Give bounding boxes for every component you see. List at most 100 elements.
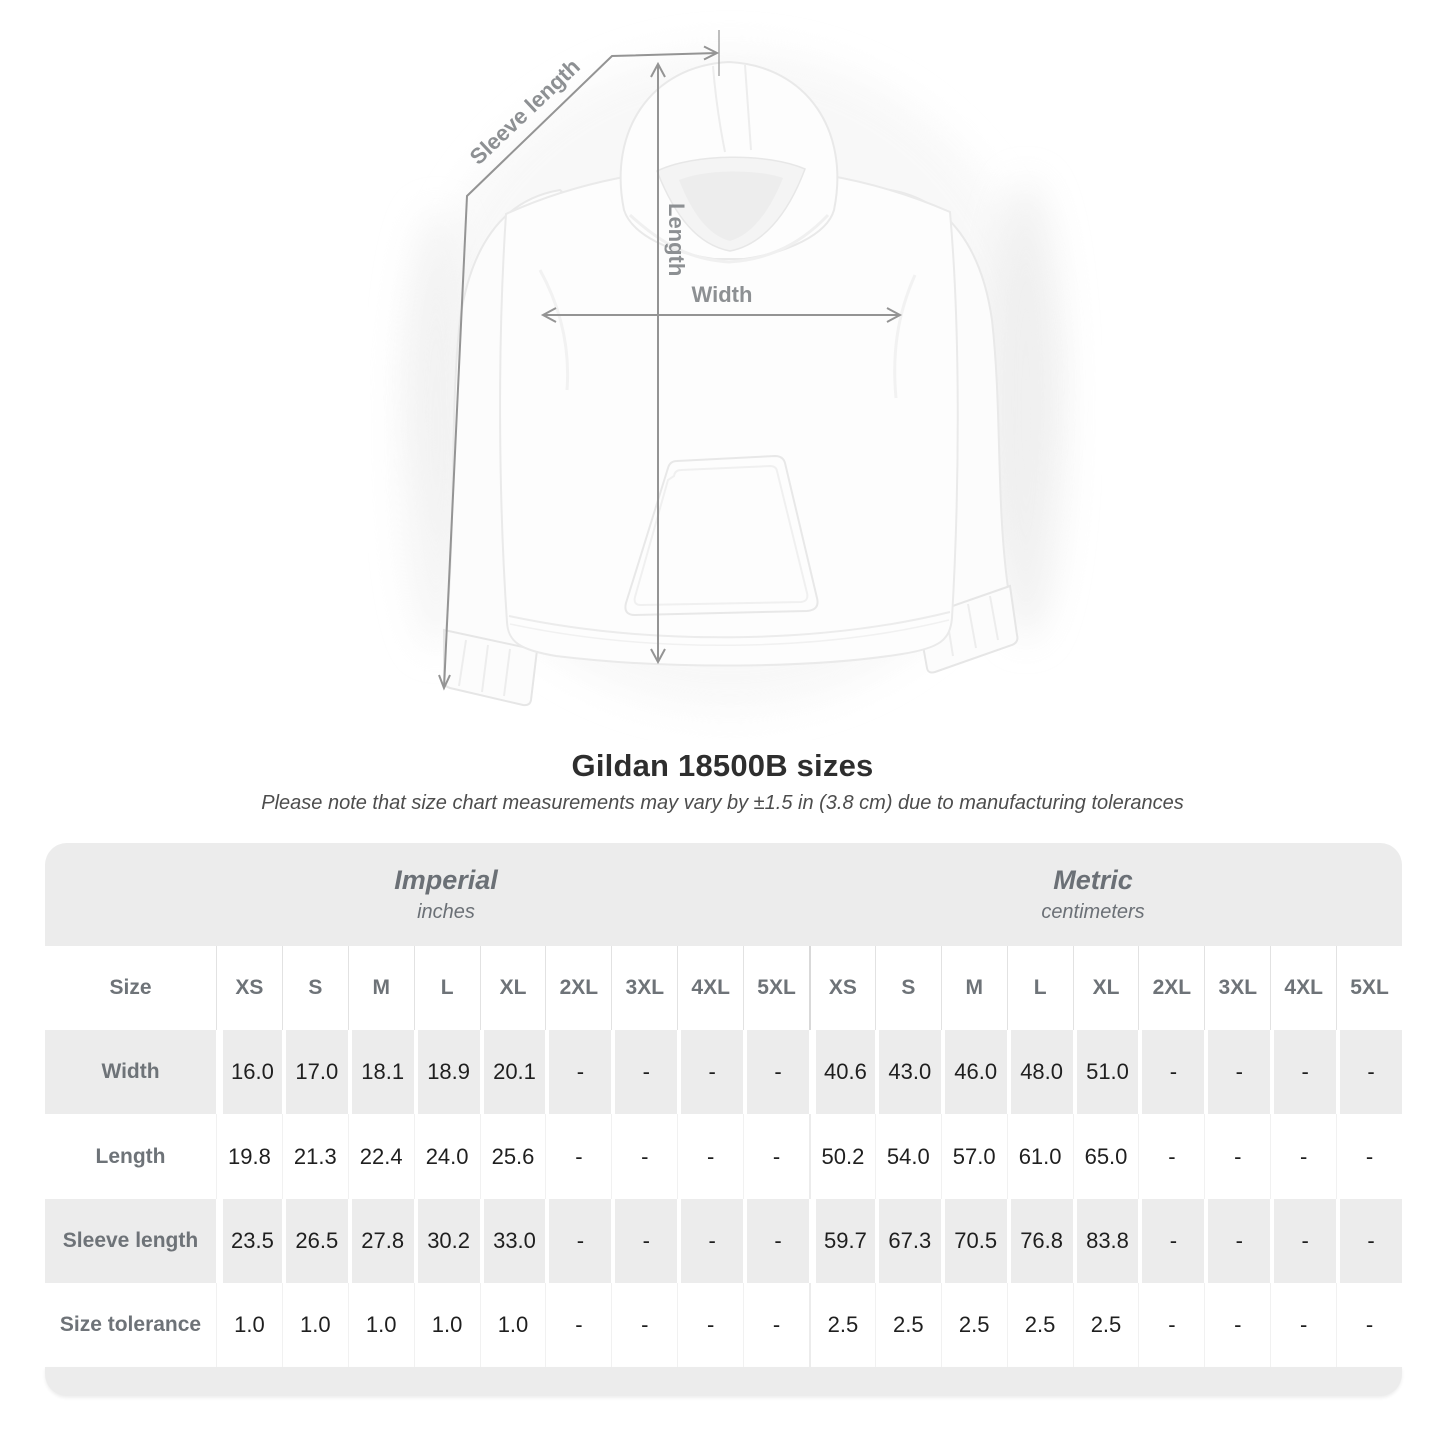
hoodie-measurement-diagram: Sleeve length Length Width (402, 30, 1064, 710)
table-row-sleeve-length: Sleeve length 23.5 26.5 27.8 30.2 33.0 -… (45, 1199, 1402, 1283)
table-cell: - (1270, 1030, 1336, 1114)
size-header-imperial-5xl: 5XL (743, 946, 809, 1030)
table-cell: 1.0 (347, 1283, 414, 1367)
table-cell: - (611, 1114, 677, 1199)
table-cell: 1.0 (479, 1283, 546, 1367)
table-cell: 22.4 (347, 1114, 414, 1199)
table-row-length: Length 19.8 21.3 22.4 24.0 25.6 - - - - … (45, 1114, 1402, 1199)
table-cell: - (743, 1030, 809, 1114)
table-cell: 59.7 (808, 1199, 875, 1283)
size-header-imperial-m: M (347, 946, 414, 1030)
table-cell: 40.6 (808, 1030, 875, 1114)
table-cell: 2.5 (940, 1283, 1007, 1367)
width-measure-label: Width (692, 282, 753, 307)
length-measure-arrow (650, 61, 666, 665)
size-chart-table: Imperial inches Metric centimeters Size … (45, 843, 1402, 1396)
length-measure-label: Length (664, 203, 689, 276)
table-cell: 54.0 (874, 1114, 941, 1199)
imperial-section-header: Imperial inches (394, 843, 498, 946)
table-cell: 76.8 (1006, 1199, 1073, 1283)
sleeve-length-measure-arrow (438, 45, 720, 691)
table-cell: 19.8 (216, 1114, 282, 1199)
table-cell: 1.0 (281, 1283, 348, 1367)
table-cell: 61.0 (1006, 1114, 1073, 1199)
table-cell: - (545, 1199, 611, 1283)
table-cell: - (677, 1199, 743, 1283)
row-label: Sleeve length (62, 1229, 199, 1252)
table-cell: 20.1 (479, 1030, 546, 1114)
table-cell: - (1204, 1283, 1270, 1367)
table-row-size-tolerance: Size tolerance 1.0 1.0 1.0 1.0 1.0 - - -… (45, 1283, 1402, 1367)
table-cell: - (545, 1283, 611, 1367)
imperial-label: Imperial (394, 865, 498, 895)
table-cell: - (677, 1283, 743, 1367)
table-cell: 48.0 (1006, 1030, 1073, 1114)
row-label: Width (101, 1060, 160, 1083)
size-header-imperial-xs: XS (216, 946, 282, 1030)
size-header-metric-3xl: 3XL (1204, 946, 1270, 1030)
size-column-header: Size (109, 976, 152, 999)
table-cell: 83.8 (1072, 1199, 1139, 1283)
table-cell: 26.5 (281, 1199, 348, 1283)
table-cell: - (1138, 1283, 1204, 1367)
table-cell: 2.5 (808, 1283, 875, 1367)
kangaroo-pocket (624, 454, 819, 617)
table-cell: - (743, 1283, 809, 1367)
table-cell: - (1336, 1199, 1402, 1283)
table-cell: - (1336, 1030, 1402, 1114)
table-row-width: Width 16.0 17.0 18.1 18.9 20.1 - - - - 4… (45, 1030, 1402, 1114)
table-cell: 25.6 (479, 1114, 546, 1199)
row-label: Size tolerance (59, 1313, 202, 1336)
table-footer-strip (45, 1367, 1402, 1396)
table-cell: 23.5 (216, 1199, 282, 1283)
table-cell: 65.0 (1072, 1114, 1139, 1199)
table-cell: - (1138, 1030, 1204, 1114)
table-cell: - (611, 1283, 677, 1367)
metric-section-header: Metric centimeters (1041, 843, 1144, 946)
table-cell: 2.5 (1072, 1283, 1139, 1367)
table-cell: 51.0 (1072, 1030, 1139, 1114)
size-header-row: Size XS S M L XL 2XL 3XL 4XL 5XL XS S M … (45, 946, 1402, 1030)
row-label: Length (95, 1144, 166, 1168)
metric-label: Metric (1053, 865, 1133, 895)
size-header-imperial-l: L (413, 946, 480, 1030)
table-cell: - (611, 1199, 677, 1283)
table-cell: 33.0 (479, 1199, 546, 1283)
size-header-imperial-4xl: 4XL (677, 946, 743, 1030)
table-cell: 1.0 (216, 1283, 282, 1367)
size-header-metric-4xl: 4XL (1270, 946, 1336, 1030)
table-cell: - (1138, 1114, 1204, 1199)
table-cell: - (743, 1199, 809, 1283)
table-cell: 70.5 (940, 1199, 1007, 1283)
size-header-metric-xl: XL (1072, 946, 1139, 1030)
table-cell: 2.5 (874, 1283, 941, 1367)
unit-section-header: Imperial inches Metric centimeters (45, 843, 1402, 946)
table-cell: 21.3 (281, 1114, 348, 1199)
table-cell: - (545, 1030, 611, 1114)
table-cell: 27.8 (347, 1199, 414, 1283)
table-cell: 30.2 (413, 1199, 480, 1283)
table-cell: 1.0 (413, 1283, 480, 1367)
table-cell: - (1336, 1283, 1402, 1367)
table-cell: - (677, 1114, 743, 1199)
table-cell: 16.0 (216, 1030, 282, 1114)
table-cell: - (1270, 1283, 1336, 1367)
table-cell: 43.0 (874, 1030, 941, 1114)
width-measure-arrow (540, 307, 903, 323)
size-header-imperial-xl: XL (479, 946, 546, 1030)
table-cell: 18.9 (413, 1030, 480, 1114)
table-cell: 50.2 (808, 1114, 875, 1199)
size-header-metric-xs: XS (808, 946, 875, 1030)
table-cell: - (611, 1030, 677, 1114)
table-cell: 46.0 (940, 1030, 1007, 1114)
table-cell: - (1270, 1199, 1336, 1283)
size-header-metric-l: L (1006, 946, 1073, 1030)
table-cell: - (743, 1114, 809, 1199)
table-cell: 2.5 (1006, 1283, 1073, 1367)
imperial-unit-label: inches (417, 901, 475, 923)
table-cell: 24.0 (413, 1114, 480, 1199)
measurement-overlay (438, 30, 903, 691)
size-header-metric-5xl: 5XL (1336, 946, 1402, 1030)
metric-unit-label: centimeters (1041, 901, 1145, 923)
